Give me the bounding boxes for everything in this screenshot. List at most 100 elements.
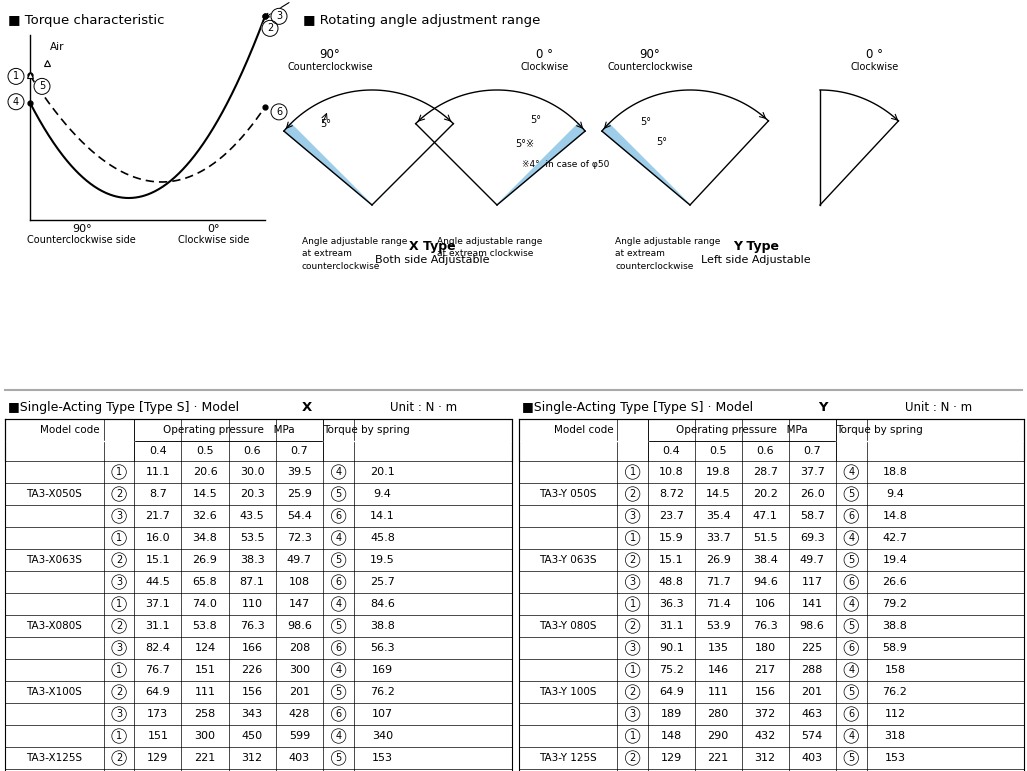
Text: 112: 112 <box>884 709 906 719</box>
Text: 3: 3 <box>116 577 122 587</box>
Text: 43.5: 43.5 <box>239 511 265 521</box>
Circle shape <box>332 729 346 743</box>
Text: 111: 111 <box>194 687 216 697</box>
Text: Operating pressure   MPa: Operating pressure MPa <box>676 425 807 435</box>
Text: Both side Adjustable: Both side Adjustable <box>375 255 489 265</box>
Circle shape <box>844 619 859 633</box>
Text: 158: 158 <box>884 665 906 675</box>
Circle shape <box>844 641 859 655</box>
Text: 0.4: 0.4 <box>149 446 166 456</box>
Text: 48.8: 48.8 <box>658 577 684 587</box>
Text: 0.7: 0.7 <box>803 446 821 456</box>
Text: Spring: Spring <box>265 0 320 17</box>
Polygon shape <box>497 123 585 205</box>
Text: Counterclockwise: Counterclockwise <box>288 62 373 72</box>
Circle shape <box>112 553 126 567</box>
Text: 45.8: 45.8 <box>370 533 395 543</box>
Text: Unit : N · m: Unit : N · m <box>390 401 457 414</box>
Text: TA3-X063S: TA3-X063S <box>27 555 82 565</box>
Text: 90.1: 90.1 <box>659 643 684 653</box>
Text: 1: 1 <box>116 533 122 543</box>
Text: 28.7: 28.7 <box>753 467 777 477</box>
Text: 76.3: 76.3 <box>239 621 265 631</box>
Text: Torque by spring: Torque by spring <box>324 425 410 435</box>
Text: 217: 217 <box>755 665 775 675</box>
Text: 5: 5 <box>336 555 342 565</box>
Text: 1: 1 <box>116 467 122 477</box>
Text: 2: 2 <box>116 621 122 631</box>
Text: 2: 2 <box>267 23 273 33</box>
Text: 98.6: 98.6 <box>287 621 312 631</box>
Text: Y: Y <box>817 401 828 414</box>
Text: 153: 153 <box>372 753 393 763</box>
Circle shape <box>332 641 346 655</box>
Text: 6: 6 <box>848 709 854 719</box>
Text: 58.7: 58.7 <box>800 511 825 521</box>
Circle shape <box>8 94 24 109</box>
Text: 0 °: 0 ° <box>536 48 554 61</box>
Text: 151: 151 <box>194 665 216 675</box>
Text: 6: 6 <box>336 511 342 521</box>
Text: Model code: Model code <box>554 425 613 435</box>
Text: 0.6: 0.6 <box>243 446 261 456</box>
Text: Y Type: Y Type <box>733 240 779 253</box>
Text: 450: 450 <box>241 731 263 741</box>
Text: 4: 4 <box>13 96 20 106</box>
Circle shape <box>625 685 640 699</box>
Text: 38.8: 38.8 <box>370 621 395 631</box>
Circle shape <box>112 509 126 524</box>
Text: 300: 300 <box>289 665 310 675</box>
Circle shape <box>332 574 346 589</box>
Text: 72.3: 72.3 <box>287 533 312 543</box>
Text: 107: 107 <box>372 709 393 719</box>
Text: 2: 2 <box>630 753 636 763</box>
Text: 26.0: 26.0 <box>800 489 825 499</box>
Circle shape <box>112 574 126 589</box>
Circle shape <box>332 597 346 611</box>
Text: Counterclockwise side: Counterclockwise side <box>28 235 136 245</box>
Text: 6: 6 <box>848 511 854 521</box>
Text: 11.1: 11.1 <box>146 467 170 477</box>
Text: 2: 2 <box>116 687 122 697</box>
Text: 15.1: 15.1 <box>146 555 170 565</box>
Text: 340: 340 <box>372 731 393 741</box>
Text: 71.7: 71.7 <box>706 577 730 587</box>
Text: 2: 2 <box>630 687 636 697</box>
Text: 5: 5 <box>848 753 854 763</box>
Text: 5°: 5° <box>320 119 331 129</box>
Text: 5: 5 <box>336 753 342 763</box>
Text: 1: 1 <box>116 599 122 609</box>
Text: 3: 3 <box>116 511 122 521</box>
Text: 3: 3 <box>116 643 122 653</box>
Text: Clockwise: Clockwise <box>521 62 569 72</box>
Text: 47.1: 47.1 <box>753 511 777 521</box>
Text: 26.9: 26.9 <box>193 555 218 565</box>
Text: 15.1: 15.1 <box>659 555 684 565</box>
Text: 6: 6 <box>336 577 342 587</box>
Circle shape <box>112 619 126 633</box>
Text: TA3-Y 050S: TA3-Y 050S <box>539 489 597 499</box>
Text: 2: 2 <box>116 753 122 763</box>
Text: 21.7: 21.7 <box>146 511 170 521</box>
Text: 5: 5 <box>39 82 45 92</box>
Text: 1: 1 <box>630 533 636 543</box>
Text: Unit : N · m: Unit : N · m <box>905 401 973 414</box>
Text: 1: 1 <box>630 731 636 741</box>
Circle shape <box>271 8 287 25</box>
Circle shape <box>625 641 640 655</box>
Text: 0.5: 0.5 <box>196 446 214 456</box>
Text: 23.7: 23.7 <box>658 511 684 521</box>
Circle shape <box>34 79 50 94</box>
Text: 189: 189 <box>660 709 682 719</box>
Text: 31.1: 31.1 <box>659 621 684 631</box>
Text: 372: 372 <box>755 709 775 719</box>
Circle shape <box>844 465 859 480</box>
Text: 3: 3 <box>630 643 636 653</box>
Text: 4: 4 <box>336 467 342 477</box>
Text: 82.4: 82.4 <box>146 643 170 653</box>
Text: 1: 1 <box>630 665 636 675</box>
Text: 3: 3 <box>630 511 636 521</box>
Text: 146: 146 <box>708 665 729 675</box>
Text: 5: 5 <box>336 621 342 631</box>
Circle shape <box>112 751 126 766</box>
